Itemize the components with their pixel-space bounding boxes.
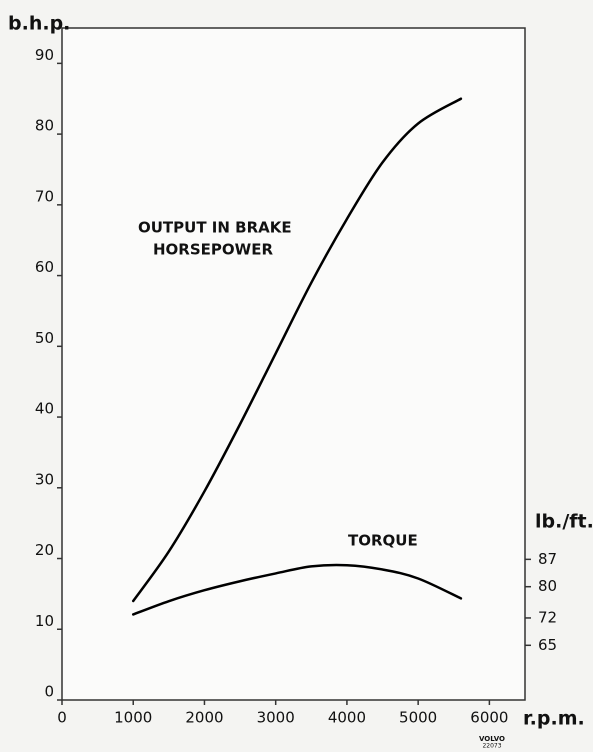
y-tick-label: 50 xyxy=(35,329,54,347)
y2-tick-label: 87 xyxy=(538,550,557,568)
x-tick-label: 3000 xyxy=(257,709,295,727)
y-axis-label: b.h.p. xyxy=(8,13,70,35)
x-tick-label: 0 xyxy=(57,709,67,727)
x-tick-label: 4000 xyxy=(328,709,366,727)
y2-axis-label: lb./ft. xyxy=(535,511,593,533)
y-tick-label: 70 xyxy=(35,187,54,205)
y2-tick-label: 80 xyxy=(538,577,557,595)
y-tick-label: 30 xyxy=(35,470,54,488)
y-tick-label: 10 xyxy=(35,612,54,630)
y-tick-label: 90 xyxy=(35,46,54,64)
x-tick-label: 2000 xyxy=(185,709,223,727)
plot-frame xyxy=(62,28,525,700)
y2-tick-label: 72 xyxy=(538,608,557,626)
x-tick-label: 6000 xyxy=(470,709,508,727)
annotation: TORQUE xyxy=(348,532,418,550)
annotation: OUTPUT IN BRAKE xyxy=(138,219,292,237)
y-tick-label: 80 xyxy=(35,117,54,135)
footer: 22073 xyxy=(482,743,501,750)
x-tick-label: 5000 xyxy=(399,709,437,727)
y-tick-label: 20 xyxy=(35,541,54,559)
x-axis-label: r.p.m. xyxy=(523,708,585,730)
x-tick-label: 1000 xyxy=(114,709,152,727)
y-tick-label: 60 xyxy=(35,258,54,276)
annotation: HORSEPOWER xyxy=(153,241,273,259)
y-tick-label: 0 xyxy=(44,683,54,701)
y2-tick-label: 65 xyxy=(538,636,557,654)
y-tick-label: 40 xyxy=(35,400,54,418)
chart: b.h.p. lb./ft. r.p.m. OUTPUT IN BRAKE HO… xyxy=(0,0,593,752)
